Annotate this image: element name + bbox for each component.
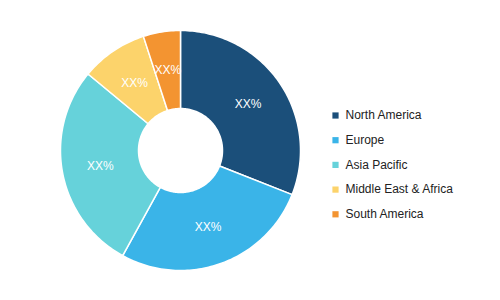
- svg-text:South America: South America: [346, 207, 424, 221]
- svg-text:XX%: XX%: [235, 97, 262, 111]
- svg-text:Asia Pacific: Asia Pacific: [346, 158, 408, 172]
- svg-text:XX%: XX%: [87, 159, 114, 173]
- svg-text:Middle East & Africa: Middle East & Africa: [346, 182, 454, 196]
- svg-text:North America: North America: [346, 108, 422, 122]
- svg-text:Europe: Europe: [346, 133, 385, 147]
- svg-text:XX%: XX%: [121, 76, 148, 90]
- svg-text:XX%: XX%: [195, 220, 222, 234]
- svg-text:XX%: XX%: [154, 63, 181, 77]
